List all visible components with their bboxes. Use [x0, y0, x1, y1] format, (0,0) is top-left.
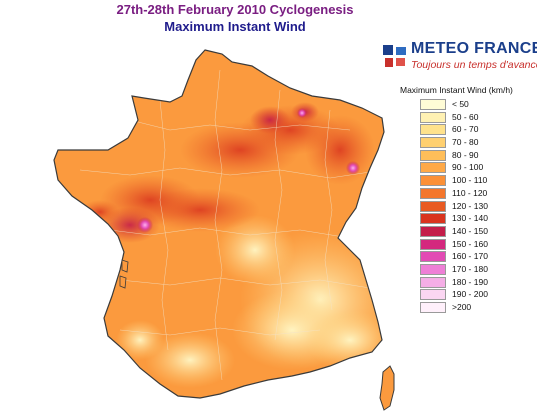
legend-row: 80 - 90	[420, 149, 534, 163]
meteo-france-logo: METEO FRANCE Toujours un temps d'avance	[378, 40, 537, 74]
legend-row: 110 - 120	[420, 187, 534, 201]
legend-row: 160 - 170	[420, 251, 534, 264]
legend-swatch	[420, 289, 446, 301]
legend-row: 60 - 70	[420, 124, 534, 137]
legend-swatch	[420, 137, 446, 149]
legend-swatch	[420, 99, 446, 110]
legend-label: 130 - 140	[452, 213, 488, 224]
legend-row: 190 - 200	[420, 289, 534, 302]
legend-swatch	[420, 238, 446, 250]
legend-swatch	[420, 302, 446, 313]
legend-label: 90 - 100	[452, 162, 484, 173]
legend-label: 150 - 160	[452, 238, 488, 249]
legend-row: 130 - 140	[420, 213, 534, 226]
legend-label: 60 - 70	[452, 124, 479, 135]
map-title: 27th-28th February 2010 Cyclogenesis	[116, 2, 354, 17]
legend-row: 180 - 190	[420, 276, 534, 290]
legend-label: 160 - 170	[452, 251, 488, 262]
legend-swatch	[420, 276, 446, 288]
ile-d-oleron	[119, 275, 127, 289]
legend-label: 170 - 180	[452, 263, 488, 274]
legend-swatch	[420, 263, 446, 275]
legend-label: 140 - 150	[452, 225, 488, 236]
legend-row: 100 - 110	[420, 175, 534, 188]
legend-label: 100 - 110	[452, 175, 488, 186]
legend: Maximum Instant Wind (km/h) < 50 50 - 60 6…	[398, 85, 534, 315]
legend-label: >200	[452, 302, 472, 312]
legend-swatch	[420, 111, 446, 123]
legend-row: 170 - 180	[420, 263, 534, 277]
legend-row: 90 - 100	[420, 162, 534, 175]
logo-slogan: Toujours un temps d'avance	[411, 59, 537, 71]
corsica	[379, 365, 395, 411]
wind-field	[54, 50, 384, 398]
legend-row: 70 - 80	[420, 137, 534, 150]
map-subtitle: Maximum Instant Wind	[164, 19, 306, 34]
legend-rows: < 50 50 - 60 60 - 70 70 - 80 80 - 90 90 - 100…	[420, 99, 534, 315]
legend-row: 140 - 150	[420, 225, 534, 239]
legend-label: 190 - 200	[452, 289, 488, 300]
legend-swatch	[420, 225, 446, 237]
legend-swatch	[420, 175, 446, 187]
legend-swatch	[420, 213, 446, 225]
ile-de-re	[121, 259, 129, 273]
legend-swatch	[420, 124, 446, 136]
legend-swatch	[420, 251, 446, 263]
department-boundaries	[79, 69, 371, 381]
meteo-france-logo-icon	[383, 45, 406, 67]
legend-swatch	[420, 149, 446, 161]
legend-label: < 50	[452, 99, 469, 109]
legend-row: 120 - 130	[420, 200, 534, 214]
legend-swatch	[420, 162, 446, 174]
legend-row: 50 - 60	[420, 111, 534, 125]
legend-title: Maximum Instant Wind (km/h)	[400, 85, 513, 95]
legend-row: 150 - 160	[420, 238, 534, 252]
legend-row: < 50	[420, 99, 534, 112]
legend-label: 80 - 90	[452, 149, 479, 160]
legend-row: >200	[420, 302, 534, 315]
logo-name: METEO FRANCE	[411, 40, 537, 57]
legend-label: 120 - 130	[452, 200, 488, 211]
france-wind-map	[53, 49, 395, 411]
legend-label: 70 - 80	[452, 137, 479, 148]
wind-map	[0, 36, 400, 413]
legend-label: 110 - 120	[452, 187, 488, 198]
legend-swatch	[420, 187, 446, 199]
legend-label: 50 - 60	[452, 111, 479, 122]
legend-swatch	[420, 200, 446, 212]
legend-label: 180 - 190	[452, 276, 488, 287]
